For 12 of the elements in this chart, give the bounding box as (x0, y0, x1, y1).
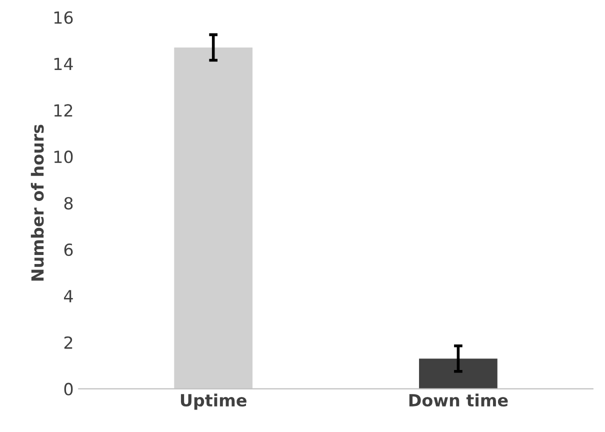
y-tick-label: 16 (54, 11, 73, 24)
x-tick-label: Down time (409, 394, 508, 407)
y-tick-label: 2 (64, 336, 72, 349)
y-tick-label: 10 (54, 150, 73, 164)
x-tick-label: Uptime (180, 394, 246, 410)
y-axis-title: Number of hours (30, 124, 44, 281)
y-tick-label: 0 (64, 382, 73, 396)
y-tick-label: 14 (54, 58, 73, 70)
y-tick-label: 8 (64, 197, 73, 210)
y-tick-label: 4 (64, 290, 73, 302)
y-tick-label: 12 (54, 104, 72, 116)
y-tick-label: 6 (64, 243, 73, 256)
